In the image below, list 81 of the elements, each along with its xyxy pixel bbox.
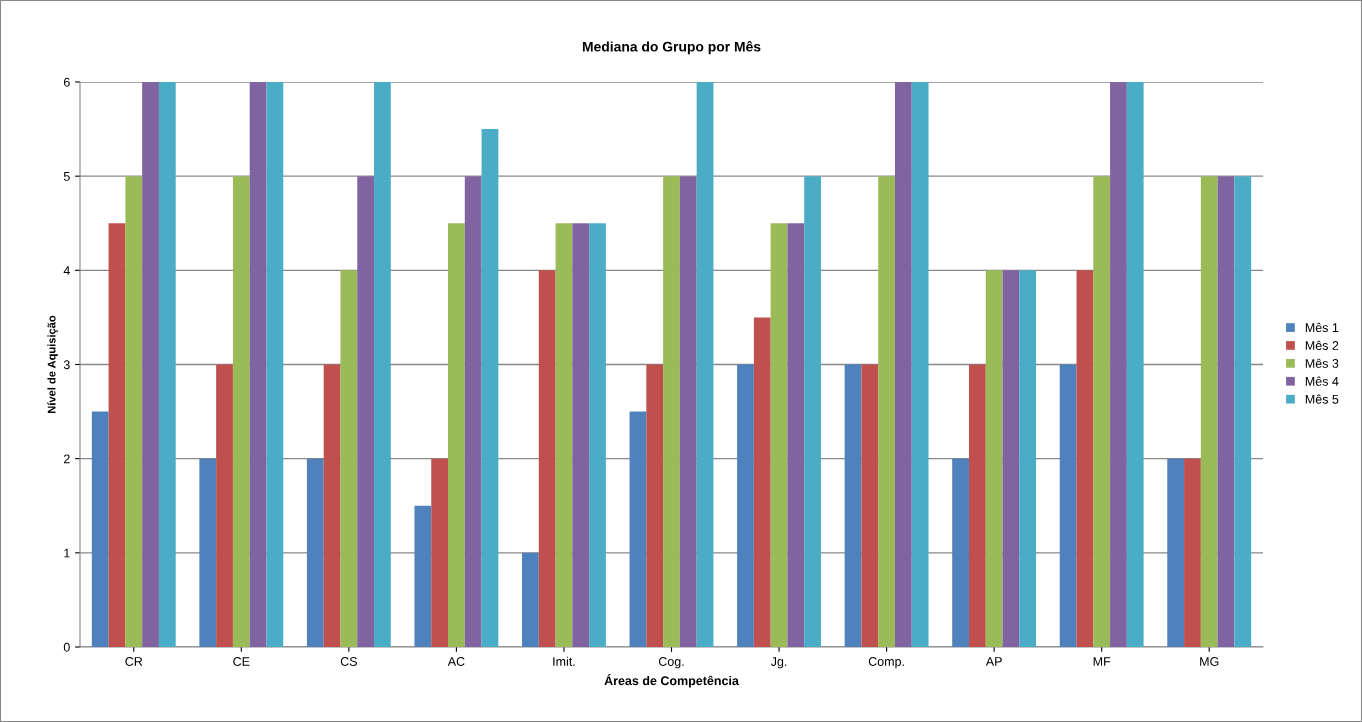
bar [232, 176, 250, 647]
bar [844, 364, 862, 647]
legend-label: Mês 1 [1305, 322, 1339, 333]
x-tick-label: MG [1200, 657, 1219, 666]
x-tick-label: AC [447, 657, 465, 666]
bar [572, 223, 590, 647]
bar [374, 82, 391, 647]
bar [663, 176, 680, 647]
bar [629, 411, 647, 647]
bar [770, 223, 788, 647]
bar [142, 82, 159, 647]
bar [1167, 458, 1185, 647]
bar [1093, 176, 1111, 647]
y-tick-label: 1 [64, 548, 70, 558]
y-tick-label: 6 [63, 77, 70, 87]
bar [538, 270, 556, 647]
bar [522, 552, 539, 647]
bar [340, 270, 358, 647]
bar [737, 364, 754, 647]
bar [968, 364, 986, 647]
bar [414, 505, 432, 647]
x-tick-label: Comp. [868, 657, 904, 669]
bar [1076, 270, 1094, 647]
bar [1019, 270, 1037, 647]
bar [1234, 176, 1252, 647]
legend-label: Mês 5 [1305, 394, 1339, 404]
bar [249, 82, 267, 647]
bar [911, 82, 929, 647]
y-axis-title: Nível de Aquisição [47, 315, 58, 413]
bar [266, 82, 284, 647]
legend-label: Mês 3 [1305, 358, 1339, 368]
chart-title: Mediana do Grupo por Mês [582, 41, 761, 55]
bar [306, 458, 324, 647]
y-tick-label: 4 [63, 266, 70, 275]
bar [985, 270, 1003, 647]
x-axis-title: Áreas de Competência [604, 673, 739, 688]
bar [861, 364, 879, 647]
bar [787, 223, 805, 647]
bar [1126, 82, 1144, 647]
x-tick-label: Imit. [553, 656, 575, 666]
y-tick-label: 2 [63, 454, 70, 464]
bar [952, 458, 969, 647]
y-tick-label: 0 [63, 642, 70, 652]
x-tick-label: CS [340, 657, 357, 666]
bar [481, 129, 499, 647]
bar [158, 82, 176, 647]
x-tick-label: MF [1093, 657, 1111, 666]
x-tick-label: CE [233, 657, 250, 666]
bar [199, 458, 217, 647]
bar [448, 223, 465, 647]
bar [1002, 270, 1020, 647]
bar [646, 364, 664, 647]
y-tick-label: 5 [63, 172, 70, 181]
bar [589, 223, 606, 647]
bar [1217, 176, 1235, 647]
y-tick-label: 3 [63, 360, 70, 370]
bar [216, 364, 233, 647]
x-tick-label: Jg. [770, 657, 787, 669]
bar [1200, 176, 1218, 647]
x-tick-label: CR [125, 657, 143, 666]
bar [555, 223, 573, 647]
bar [679, 176, 697, 647]
bar [753, 317, 771, 647]
bar [464, 176, 482, 647]
bar [696, 82, 714, 647]
x-tick-label: Cog. [658, 657, 684, 669]
legend-label: Mês 2 [1305, 340, 1339, 350]
bar [125, 176, 143, 647]
bar [1184, 458, 1201, 647]
bar [1059, 364, 1077, 647]
bar [431, 458, 449, 647]
bar [878, 176, 895, 647]
bar [804, 176, 821, 647]
bar [894, 82, 912, 647]
bar [91, 411, 109, 647]
bar [357, 176, 375, 647]
legend-label: Mês 4 [1305, 376, 1339, 386]
bar [1110, 82, 1127, 647]
x-tick-label: AP [985, 657, 1002, 666]
bar [108, 223, 126, 647]
bar [323, 364, 341, 647]
